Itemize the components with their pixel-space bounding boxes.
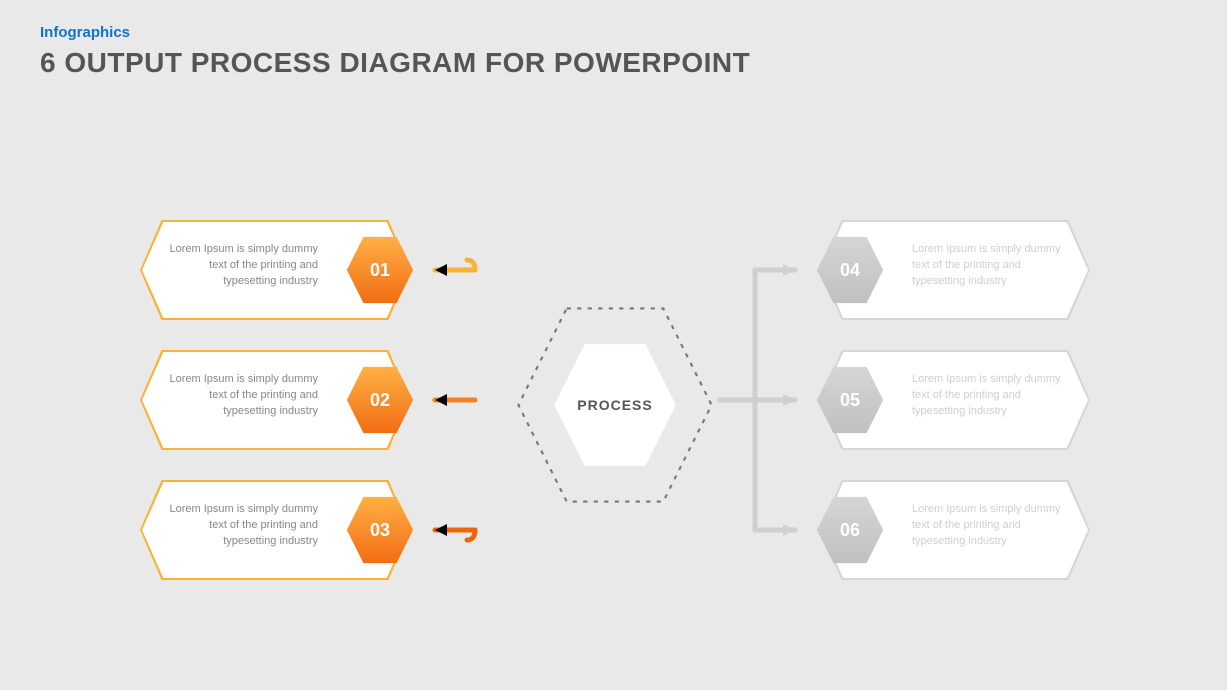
output-card-03: Lorem Ipsum is simply dummy text of the …	[140, 480, 410, 580]
output-card-text: Lorem Ipsum is simply dummy text of the …	[168, 372, 318, 420]
page-title: 6 OUTPUT PROCESS DIAGRAM FOR POWERPOINT	[40, 47, 1187, 79]
category-label: Infographics	[40, 24, 1187, 41]
center-label: PROCESS	[549, 339, 681, 471]
output-card-06: Lorem Ipsum is simply dummy text of the …	[820, 480, 1090, 580]
output-card-text: Lorem Ipsum is simply dummy text of the …	[168, 502, 318, 550]
output-card-02: Lorem Ipsum is simply dummy text of the …	[140, 350, 410, 450]
output-card-text: Lorem Ipsum is simply dummy text of the …	[912, 242, 1062, 290]
output-card-text: Lorem Ipsum is simply dummy text of the …	[168, 242, 318, 290]
center-hexagon: PROCESS	[510, 300, 720, 510]
output-card-04: Lorem Ipsum is simply dummy text of the …	[820, 220, 1090, 320]
process-diagram: PROCESS Lorem Ipsum is simply dummy text…	[0, 200, 1227, 620]
left-connector	[405, 220, 515, 580]
output-card-text: Lorem Ipsum is simply dummy text of the …	[912, 502, 1062, 550]
output-card-text: Lorem Ipsum is simply dummy text of the …	[912, 372, 1062, 420]
output-card-05: Lorem Ipsum is simply dummy text of the …	[820, 350, 1090, 450]
right-connector	[715, 220, 825, 580]
output-card-01: Lorem Ipsum is simply dummy text of the …	[140, 220, 410, 320]
